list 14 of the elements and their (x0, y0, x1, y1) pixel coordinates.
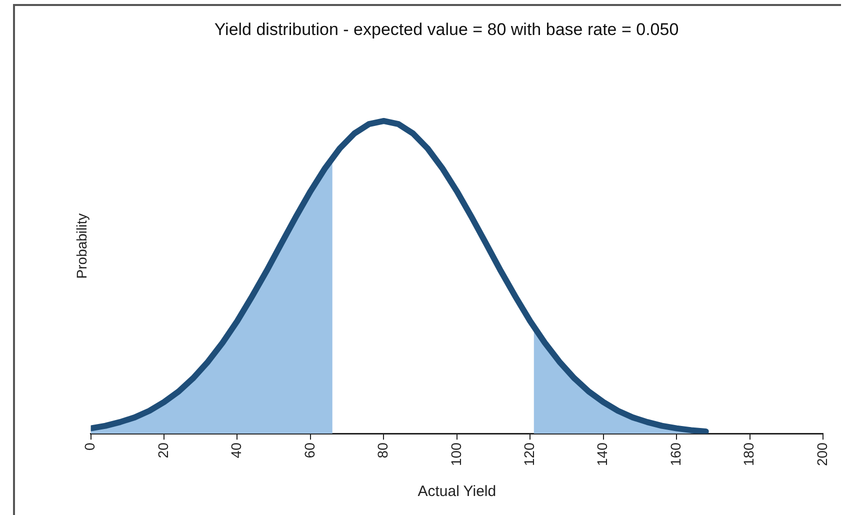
x-tick-label: 160 (667, 442, 684, 466)
x-tick-label: 180 (740, 442, 757, 466)
x-tick-label: 20 (154, 442, 171, 458)
x-tick-label: 80 (374, 442, 391, 458)
y-axis-title: Probability (73, 213, 90, 279)
x-tick-label: 60 (301, 442, 318, 458)
x-tick-label: 140 (594, 442, 610, 466)
x-tick-label: 0 (82, 442, 98, 450)
x-tick-label: 200 (814, 442, 830, 466)
x-tick-label: 120 (520, 442, 537, 466)
x-axis-title: Actual Yield (418, 483, 496, 500)
x-tick-label: 40 (228, 442, 244, 458)
chart-title: Yield distribution - expected value = 80 with base rate = 0.050 (214, 20, 679, 39)
x-tick-label: 100 (448, 442, 464, 466)
